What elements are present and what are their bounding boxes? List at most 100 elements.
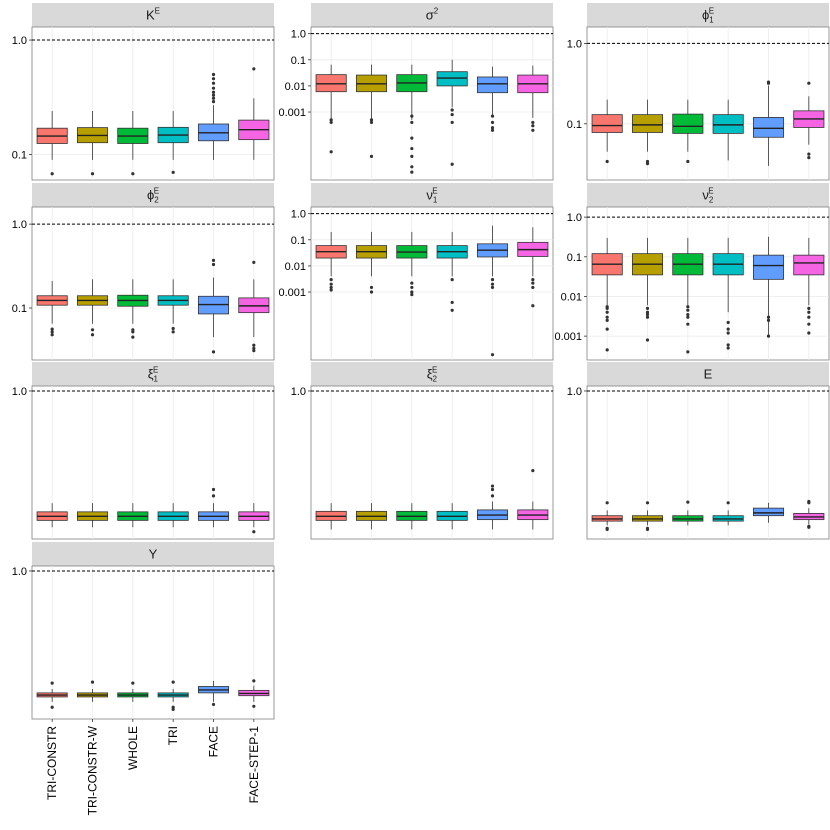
panel-strip — [587, 3, 829, 27]
outlier-point — [329, 282, 333, 286]
x-tick-label-tri: TRI — [166, 726, 180, 745]
outlier-point — [450, 108, 454, 112]
outlier-point — [329, 150, 333, 154]
box-tri-constr-w — [355, 64, 388, 159]
outlier-point — [329, 118, 333, 122]
y-tick-label: 1.0 — [567, 38, 582, 50]
panel-title-superscript: E — [432, 366, 437, 375]
panel-title-symbol: ξ — [427, 367, 433, 382]
box-face-step-1 — [793, 237, 825, 335]
plot-area — [31, 385, 275, 540]
plot-area — [31, 26, 275, 181]
outlier-point — [329, 285, 333, 290]
outlier-point — [90, 172, 95, 176]
outlier-point — [252, 704, 256, 708]
outlier-point — [90, 333, 95, 337]
box-body — [476, 76, 509, 94]
box-face-step-1 — [793, 81, 825, 160]
panel-title-superscript: E — [153, 366, 158, 375]
outlier-point — [450, 308, 454, 312]
panel-title-superscript: 2 — [434, 7, 439, 16]
panel-title-symbol: E — [704, 367, 713, 382]
outlier-point — [50, 172, 54, 176]
outlier-point — [252, 679, 256, 683]
box-tri-constr-w — [631, 237, 664, 342]
outlier-point — [605, 315, 609, 319]
outlier-point — [369, 154, 374, 159]
box-body — [672, 113, 704, 134]
outlier-point — [131, 681, 135, 685]
box-tri — [712, 99, 744, 161]
outlier-point — [252, 346, 256, 350]
outlier-point — [410, 292, 414, 297]
outlier-point — [766, 334, 771, 338]
outlier-point — [645, 315, 650, 319]
x-tick-label-face-step-1: FACE-STEP-1 — [247, 726, 261, 804]
box-tri-constr — [315, 64, 347, 154]
y-tick-label: 1.0 — [567, 212, 582, 224]
outlier-point — [369, 118, 374, 122]
outlier-point — [211, 72, 216, 77]
box-tri — [436, 59, 468, 166]
x-tick-label-face: FACE — [207, 726, 221, 757]
y-tick-label: 0.1 — [12, 303, 27, 315]
panel-title: ϕ1E — [702, 7, 714, 25]
x-tick-label-tri-constr: TRI-CONSTR — [45, 726, 59, 800]
outlier-point — [531, 128, 535, 132]
outlier-point — [50, 705, 54, 709]
box-tri — [157, 680, 189, 712]
panel-7: ξ1E 1.0 — [12, 362, 275, 540]
box-face — [476, 484, 509, 530]
box-whole — [672, 500, 704, 526]
panel-title: KE — [146, 7, 160, 23]
panel-title-superscript: E — [709, 7, 714, 16]
box-tri-constr-w — [355, 231, 388, 294]
panel-3: ϕ1E 1.0 0.1 — [567, 3, 830, 181]
box-tri-constr-w — [76, 503, 109, 528]
outlier-point — [171, 330, 175, 334]
outlier-point — [645, 306, 650, 310]
outlier-point — [531, 281, 535, 285]
box-tri-constr — [36, 681, 68, 709]
outlier-point — [329, 277, 333, 282]
outlier-point — [490, 484, 495, 488]
outlier-point — [726, 343, 730, 347]
y-tick-label: 0.01 — [285, 81, 306, 93]
outlier-point — [645, 161, 650, 166]
box-tri-constr-w — [76, 279, 109, 337]
outlier-point — [686, 315, 690, 319]
outlier-point — [645, 527, 650, 532]
box-body — [631, 114, 664, 133]
outlier-point — [171, 707, 175, 712]
box-body — [752, 507, 785, 517]
outlier-point — [90, 328, 95, 332]
panel-strip — [587, 362, 829, 386]
box-tri-constr-w — [631, 99, 664, 166]
panel-title-subscript: 1 — [433, 196, 438, 205]
panel-title-superscript: E — [708, 187, 713, 196]
outlier-point — [329, 288, 333, 292]
outlier-point — [252, 260, 256, 264]
box-tri — [157, 503, 189, 528]
y-tick-label: 0.001 — [278, 107, 306, 119]
box-body — [793, 254, 825, 276]
outlier-point — [605, 306, 609, 310]
outlier-point — [531, 120, 535, 125]
outlier-point — [686, 308, 690, 312]
box-tri — [436, 231, 468, 312]
panel-title-subscript: 1 — [709, 16, 714, 25]
panel-title-symbol: ν — [702, 188, 709, 203]
box-whole — [672, 237, 704, 354]
outlier-point — [171, 680, 175, 684]
outlier-point — [726, 331, 730, 335]
box-tri — [157, 279, 189, 334]
panel-title: ϕ2E — [147, 187, 159, 205]
outlier-point — [211, 258, 216, 262]
box-tri-constr — [36, 111, 68, 176]
outlier-point — [807, 315, 811, 319]
panel-strip — [311, 3, 553, 27]
outlier-point — [131, 335, 135, 339]
box-body — [591, 114, 623, 133]
outlier-point — [450, 277, 454, 282]
outlier-point — [807, 310, 811, 314]
